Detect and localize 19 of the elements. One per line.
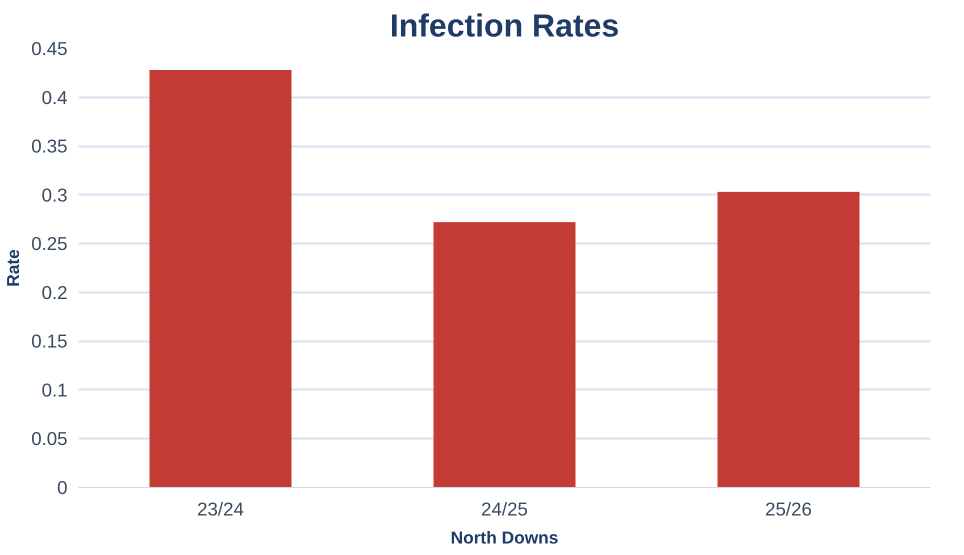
bar xyxy=(434,222,576,488)
y-tick-label: 0.4 xyxy=(42,86,68,108)
x-axis-title: North Downs xyxy=(450,528,558,548)
bar xyxy=(150,70,292,488)
y-tick-label: 0.05 xyxy=(31,428,68,450)
y-axis-title: Rate xyxy=(3,248,24,287)
chart-title: Infection Rates xyxy=(390,8,620,44)
x-tick-label: 23/24 xyxy=(197,498,244,520)
y-tick-label: 0 xyxy=(57,477,68,498)
y-tick-label: 0.15 xyxy=(31,330,68,352)
y-tick-label: 0.3 xyxy=(42,184,68,206)
y-tick-label: 0.2 xyxy=(42,282,68,303)
y-tick-label: 0.25 xyxy=(31,233,68,254)
y-tick-label: 0.45 xyxy=(31,38,68,59)
x-tick-label: 24/25 xyxy=(481,498,528,520)
bar xyxy=(718,192,860,488)
x-tick-label: 25/26 xyxy=(765,498,812,520)
y-tick-label: 0.35 xyxy=(31,136,68,157)
y-tick-label: 0.1 xyxy=(42,379,68,400)
